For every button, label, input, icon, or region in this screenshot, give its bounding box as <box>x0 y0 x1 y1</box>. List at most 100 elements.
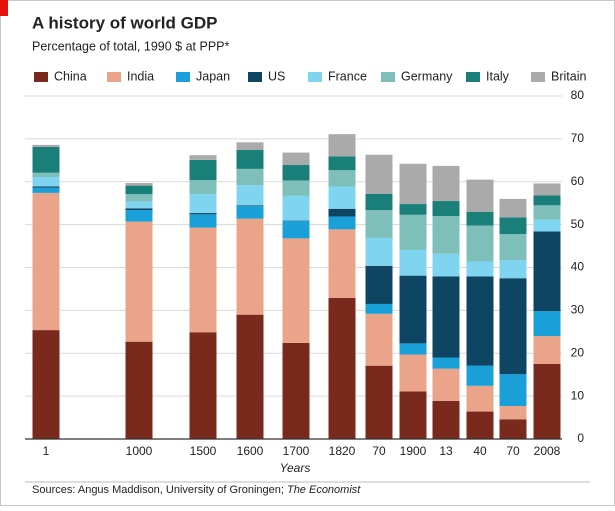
bar-segment <box>33 330 60 439</box>
bar-segment <box>190 180 217 194</box>
bar-segment <box>237 219 264 315</box>
bar-segment <box>237 205 264 206</box>
legend-label: Germany <box>401 69 453 83</box>
legend-swatch <box>248 72 262 82</box>
bar-segment <box>366 304 393 314</box>
source: Sources: Angus Maddison, University of G… <box>32 484 361 496</box>
y-tick-label: 10 <box>571 388 585 402</box>
legend-label: US <box>268 69 285 83</box>
bar-segment <box>467 366 494 386</box>
y-tick-label: 80 <box>571 88 585 102</box>
bar-segment <box>33 186 60 187</box>
bar-segment <box>534 205 561 219</box>
x-tick-label: 2008 <box>534 444 561 458</box>
chart-title: A history of world GDP <box>32 13 217 32</box>
bar-segment <box>467 261 494 276</box>
bar-segment <box>283 238 310 343</box>
bar-segment <box>237 169 264 185</box>
bar-segment <box>433 166 460 201</box>
bar-segment <box>400 215 427 250</box>
legend-swatch <box>308 72 322 82</box>
bar-segment <box>329 156 356 170</box>
bar-segment <box>126 222 153 342</box>
bar-segment <box>190 228 217 333</box>
bar-segment <box>190 213 217 214</box>
x-tick-label: 1 <box>43 444 50 458</box>
bar-segment <box>190 332 217 439</box>
legend-swatch <box>176 72 190 82</box>
legend-label: Britain <box>551 69 586 83</box>
bar-segment <box>329 170 356 186</box>
bar-segment <box>534 183 561 195</box>
bar-segment <box>400 204 427 215</box>
x-tick-label: 1000 <box>126 444 153 458</box>
bar-segment <box>366 314 393 366</box>
bar-segment <box>366 266 393 304</box>
bar-segment <box>433 254 460 277</box>
bar-segment <box>366 210 393 238</box>
bar-segment <box>467 225 494 261</box>
bar-segment <box>329 186 356 208</box>
legend-label: Japan <box>196 69 230 83</box>
bar-segment <box>500 260 527 278</box>
red-tag <box>0 0 8 16</box>
bar-segment <box>534 311 561 336</box>
x-tick-label: 13 <box>439 444 453 458</box>
legend-swatch <box>34 72 48 82</box>
bar-segment <box>467 386 494 412</box>
bar-segment <box>126 186 153 195</box>
bar-segment <box>33 188 60 193</box>
bar-segment <box>126 208 153 210</box>
bar-segment <box>329 298 356 439</box>
x-tick-label: 1820 <box>329 444 356 458</box>
bar-segment <box>126 201 153 208</box>
x-tick-label: 1900 <box>400 444 427 458</box>
bar-segment <box>283 196 310 220</box>
x-tick-label: 1600 <box>237 444 264 458</box>
bar-segment <box>500 234 527 260</box>
bar-segment <box>283 343 310 439</box>
bar-segment <box>433 216 460 254</box>
bar-segment <box>500 217 527 234</box>
bar-segment <box>534 231 561 311</box>
bar-segment <box>126 194 153 201</box>
bar-segment <box>329 216 356 229</box>
bar-segment <box>534 219 561 231</box>
x-axis-label: Years <box>280 461 311 475</box>
bar-segment <box>400 343 427 354</box>
bar-segment <box>433 401 460 439</box>
x-tick-label: 1700 <box>283 444 310 458</box>
bar-segment <box>433 369 460 401</box>
bar-segment <box>467 277 494 366</box>
source-text: Sources: Angus Maddison, University of G… <box>32 484 287 496</box>
bar-segment <box>467 412 494 439</box>
bar-segment <box>534 195 561 205</box>
bar-segment <box>126 342 153 439</box>
bar-segment <box>283 180 310 195</box>
legend-swatch <box>381 72 395 82</box>
bar-segment <box>534 336 561 364</box>
bar-segment <box>33 145 60 147</box>
legend-label: India <box>127 69 154 83</box>
chart-subtitle: Percentage of total, 1990 $ at PPP* <box>32 39 229 53</box>
bar-segment <box>400 355 427 392</box>
bar-segment <box>500 419 527 439</box>
bar-segment <box>329 209 356 217</box>
bar-segment <box>237 185 264 205</box>
x-tick-label: 70 <box>372 444 386 458</box>
bar-segment <box>500 199 527 217</box>
y-tick-label: 20 <box>571 345 585 359</box>
bar-segment <box>433 358 460 369</box>
bar-segment <box>126 183 153 186</box>
bar-segment <box>366 155 393 194</box>
bar-segment <box>329 229 356 298</box>
bar-segment <box>283 221 310 239</box>
bar-segment <box>190 214 217 227</box>
y-tick-label: 50 <box>571 217 585 231</box>
legend-swatch <box>466 72 480 82</box>
bar-segment <box>534 364 561 439</box>
bar-segment <box>366 194 393 210</box>
bar-segment <box>126 210 153 222</box>
source-publication: The Economist <box>287 484 361 496</box>
